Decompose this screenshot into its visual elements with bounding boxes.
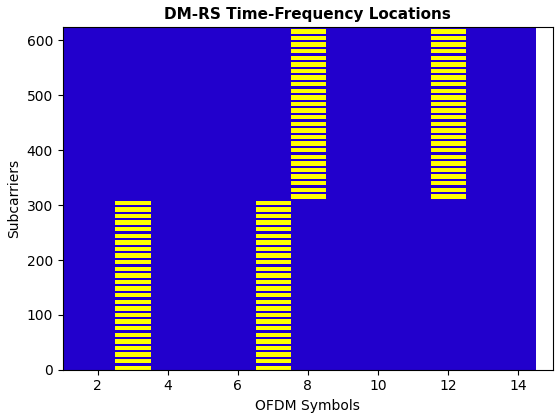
Y-axis label: Subcarriers: Subcarriers xyxy=(7,159,21,238)
Title: DM-RS Time-Frequency Locations: DM-RS Time-Frequency Locations xyxy=(165,7,451,22)
X-axis label: OFDM Symbols: OFDM Symbols xyxy=(255,399,360,413)
